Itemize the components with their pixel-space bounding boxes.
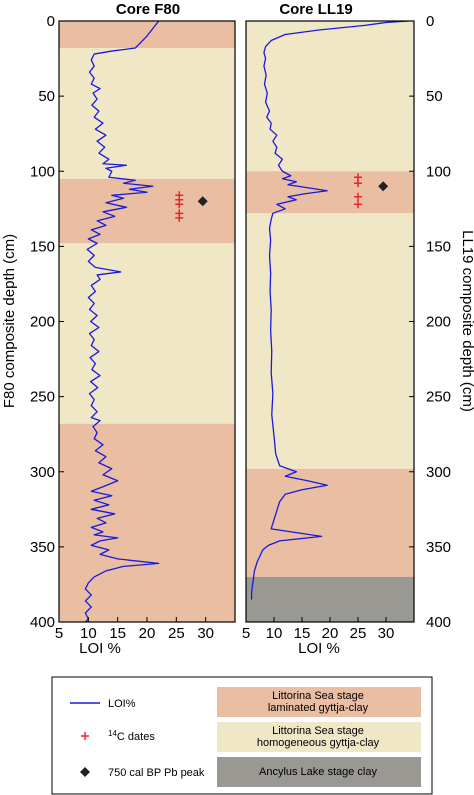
y-ticks-ll19: 0 50 100 150 200 250 300 350 400 xyxy=(409,13,451,631)
zones-f80 xyxy=(59,21,235,622)
legend-ancylus-swatch xyxy=(217,757,421,787)
legend-c14-rest: C dates xyxy=(117,731,155,743)
x-tick-label: 15 xyxy=(109,625,126,642)
legend-loi-label: LOI% xyxy=(108,698,136,710)
legend-laminated-label-1: Littorina Sea stage xyxy=(272,690,364,702)
x-tick-label: 20 xyxy=(139,625,156,642)
markers-ll19 xyxy=(354,173,389,209)
y-tick-label: 150 xyxy=(30,238,55,255)
zone-homogeneous xyxy=(59,243,235,424)
y-tick-label: 200 xyxy=(426,314,451,331)
y-tick-label: 100 xyxy=(30,163,55,180)
markers-f80 xyxy=(175,191,208,222)
legend-c14-plus xyxy=(81,732,89,740)
legend: LOI% 14C dates 750 cal BP Pb peak Littor… xyxy=(51,676,433,795)
c14-date-marker xyxy=(175,200,184,209)
legend-c14-superscript: 14 xyxy=(108,729,117,738)
y-tick-label: 400 xyxy=(30,614,55,631)
x-tick-label: 20 xyxy=(322,625,339,642)
x-tick-label: 5 xyxy=(55,625,63,642)
c14-date-marker xyxy=(354,192,362,201)
y-ticks-f80: 0 50 100 150 200 250 300 350 400 xyxy=(30,13,64,631)
y-tick-label: 0 xyxy=(426,13,434,30)
x-tick-label: 30 xyxy=(378,625,395,642)
zone-laminated xyxy=(246,171,414,214)
zone-homogeneous xyxy=(59,48,235,179)
c14-date-marker xyxy=(175,213,184,222)
c14-date-marker xyxy=(354,200,362,209)
x-axis-title-ll19: LOI % xyxy=(298,640,340,657)
legend-homogeneous-label-2: homogeneous gyttja-clay xyxy=(257,737,380,749)
y-tick-label: 300 xyxy=(426,464,451,481)
legend-pb-diamond-symbol xyxy=(80,767,90,777)
panel-title-f80: Core F80 xyxy=(116,1,180,18)
zone-laminated xyxy=(59,178,235,244)
x-tick-label: 5 xyxy=(242,625,250,642)
x-tick-label: 10 xyxy=(80,625,97,642)
x-tick-label: 25 xyxy=(350,625,367,642)
panel-f80: Core F80 5 10 15 20 25 30 0 50 100 150 200 250 300 3… xyxy=(1,1,236,657)
zone-ancylus xyxy=(246,576,414,622)
plot-area-f80 xyxy=(59,21,235,622)
zone-laminated xyxy=(246,468,414,577)
legend-laminated-swatch xyxy=(217,687,421,717)
legend-homogeneous-label-1: Littorina Sea stage xyxy=(272,725,364,737)
y-tick-label: 150 xyxy=(426,238,451,255)
legend-c14-label: 14C dates xyxy=(108,729,155,743)
y-tick-label: 300 xyxy=(30,464,55,481)
y-axis-title-f80: F80 composite depth (cm) xyxy=(1,234,18,408)
x-tick-label: 10 xyxy=(266,625,283,642)
zones-ll19 xyxy=(246,21,414,622)
y-tick-label: 250 xyxy=(30,389,55,406)
loi-line-ll19 xyxy=(250,21,409,600)
zone-laminated xyxy=(59,21,235,49)
legend-laminated-label-2: laminated gyttja-clay xyxy=(268,702,369,714)
c14-date-marker xyxy=(354,179,362,188)
y-tick-label: 100 xyxy=(426,163,451,180)
legend-ancylus-label: Ancylus Lake stage clay xyxy=(259,766,378,778)
legend-homogeneous-swatch xyxy=(217,722,421,752)
legend-c14-symbol xyxy=(81,732,89,740)
x-tick-label: 30 xyxy=(197,625,214,642)
y-tick-label: 50 xyxy=(426,88,443,105)
zone-homogeneous xyxy=(246,21,414,172)
plot-area-ll19 xyxy=(246,21,414,622)
x-axis-title-f80: LOI % xyxy=(79,640,121,657)
pb-peak-marker xyxy=(197,196,208,207)
y-tick-label: 50 xyxy=(38,88,55,105)
x-ticks-ll19: 5 10 15 20 25 30 xyxy=(242,617,395,642)
y-tick-label: 200 xyxy=(30,314,55,331)
y-tick-label: 350 xyxy=(426,539,451,556)
panel-ll19: Core LL19 5 10 15 20 25 30 0 50 100 150 200 250 300… xyxy=(242,1,474,657)
loi-line-f80 xyxy=(84,21,160,622)
y-tick-label: 400 xyxy=(426,614,451,631)
zone-laminated xyxy=(59,423,235,622)
panel-title-ll19: Core LL19 xyxy=(279,1,352,18)
zone-homogeneous xyxy=(246,213,414,469)
y-tick-label: 350 xyxy=(30,539,55,556)
y-axis-title-ll19: LL19 composite depth (cm) xyxy=(459,230,474,412)
x-ticks-f80: 5 10 15 20 25 30 xyxy=(55,617,214,642)
y-tick-label: 0 xyxy=(47,13,55,30)
pb-peak-marker xyxy=(378,181,389,192)
legend-pb-label: 750 cal BP Pb peak xyxy=(108,767,205,779)
x-tick-label: 15 xyxy=(294,625,311,642)
y-tick-label: 250 xyxy=(426,389,451,406)
x-tick-label: 25 xyxy=(168,625,185,642)
